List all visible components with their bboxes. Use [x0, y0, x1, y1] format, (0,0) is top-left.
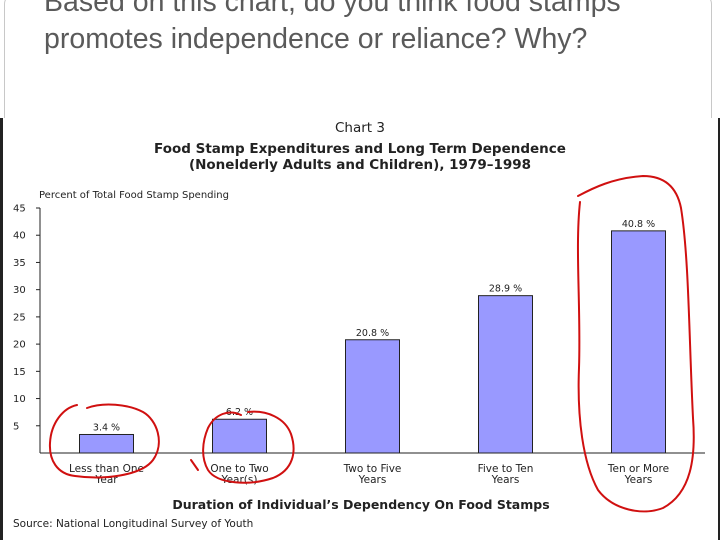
- category-label: Five to Ten: [478, 463, 534, 475]
- category-label: Less than One: [69, 463, 144, 475]
- bar: [478, 295, 533, 454]
- y-tick-label: 30: [13, 285, 26, 296]
- chart-subtitle: (Nonelderly Adults and Children), 1979–1…: [189, 157, 531, 173]
- chart-number: Chart 3: [335, 120, 385, 136]
- red-circle-annotation: [190, 459, 199, 471]
- category-label: Years: [358, 474, 387, 486]
- data-label: 28.9 %: [489, 284, 522, 295]
- slide-question: Based on this chart, do you think food s…: [44, 0, 621, 55]
- y-tick-label: 5: [13, 421, 19, 432]
- y-axis-label: Percent of Total Food Stamp Spending: [39, 190, 229, 201]
- bar: [212, 418, 267, 454]
- data-label: 6.2 %: [226, 407, 253, 418]
- category-label: Ten or More: [607, 463, 669, 475]
- bar: [345, 339, 400, 454]
- y-tick-label: 10: [13, 394, 26, 405]
- chart-title: Food Stamp Expenditures and Long Term De…: [154, 141, 566, 157]
- annotation-layer: [48, 174, 695, 513]
- red-circle-annotation: [202, 410, 295, 484]
- y-tick-label: 20: [13, 340, 26, 351]
- data-label: 20.8 %: [356, 328, 389, 339]
- data-label: 40.8 %: [622, 219, 655, 230]
- x-axis-label: Duration of Individual’s Dependency On F…: [172, 497, 549, 512]
- chart-image: Chart 3 Food Stamp Expenditures and Long…: [0, 118, 720, 540]
- red-circle-annotation: [576, 174, 695, 513]
- y-tick-label: 40: [13, 231, 26, 242]
- y-tick-label: 35: [13, 258, 26, 269]
- bar: [79, 433, 134, 454]
- red-circle-annotation: [48, 403, 160, 479]
- data-label: 3.4 %: [93, 422, 120, 433]
- category-label: One to Two: [210, 463, 268, 475]
- bar-chart: Chart 3 Food Stamp Expenditures and Long…: [13, 120, 705, 530]
- chart-source: Source: National Longitudinal Survey of …: [13, 518, 253, 530]
- category-label: Two to Five: [343, 463, 402, 475]
- y-tick-label: 25: [13, 312, 26, 323]
- category-label: Years: [491, 474, 520, 486]
- category-label: Years: [624, 474, 653, 486]
- bar: [611, 230, 666, 454]
- y-tick-label: 15: [13, 367, 26, 378]
- y-tick-label: 45: [13, 204, 26, 215]
